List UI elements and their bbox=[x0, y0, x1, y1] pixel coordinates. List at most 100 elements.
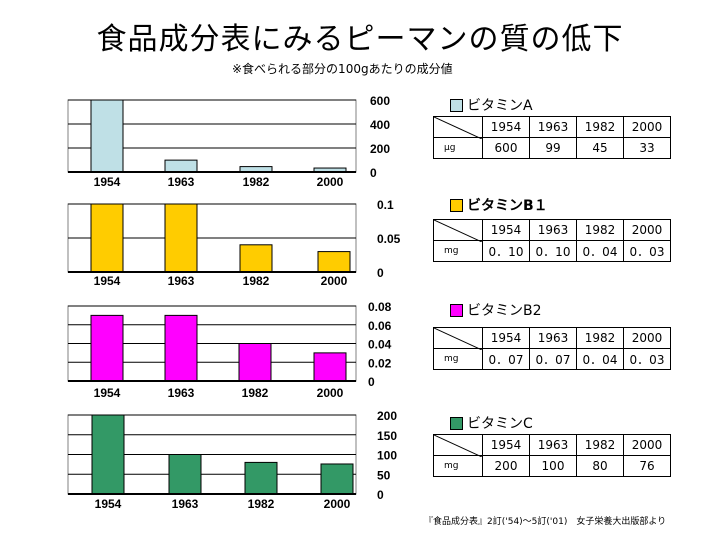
table-vitamin-a: 1954 1963 1982 2000 μg 600 99 45 33 bbox=[433, 116, 671, 159]
legend-label: ビタミンC bbox=[467, 416, 533, 432]
x-tick-label: 2000 bbox=[317, 175, 344, 189]
value-cell: 0．03 bbox=[623, 240, 671, 262]
header-year: 1963 bbox=[529, 327, 577, 349]
bar bbox=[313, 352, 347, 382]
legend-label: ビタミンB2 bbox=[467, 303, 542, 319]
table-corner bbox=[433, 116, 483, 139]
value-cell: 0．04 bbox=[576, 240, 624, 262]
header-year: 1963 bbox=[529, 116, 577, 138]
value-cell: 33 bbox=[623, 137, 671, 159]
legend-label: ビタミンB１ bbox=[467, 198, 548, 214]
bar bbox=[239, 244, 273, 273]
value-cell: 99 bbox=[529, 137, 577, 159]
bar bbox=[91, 414, 125, 495]
x-tick-label: 1954 bbox=[94, 175, 121, 189]
x-tick-label: 1963 bbox=[168, 386, 195, 400]
x-tick-label: 2000 bbox=[317, 386, 344, 400]
page-title: 食品成分表にみるピーマンの質の低下 bbox=[96, 22, 624, 57]
value-cell: 0．10 bbox=[529, 240, 577, 262]
header-year: 1982 bbox=[576, 434, 624, 456]
y-tick-label: 0.04 bbox=[368, 338, 392, 352]
legend-swatch bbox=[450, 416, 463, 430]
bar bbox=[317, 251, 351, 273]
y-tick-label: 0.1 bbox=[377, 198, 394, 212]
legend-vitamin-a: ビタミンA bbox=[450, 95, 533, 115]
value-cell: 100 bbox=[529, 455, 577, 477]
legend-vitamin-b2: ビタミンB2 bbox=[450, 300, 542, 320]
x-tick-label: 1963 bbox=[168, 274, 195, 288]
bar bbox=[164, 314, 198, 382]
table-corner bbox=[433, 327, 483, 350]
x-tick-label: 1954 bbox=[94, 386, 121, 400]
page-subtitle: ※食べられる部分の100gあたりの成分値 bbox=[232, 62, 453, 76]
legend-swatch bbox=[450, 198, 463, 212]
table-vitamin-c: 1954 1963 1982 2000 mg 200 100 80 76 bbox=[433, 434, 671, 477]
unit-label: mg bbox=[433, 348, 483, 370]
bar bbox=[164, 159, 198, 173]
y-tick-label: 0.06 bbox=[368, 319, 392, 333]
value-cell: 80 bbox=[576, 455, 624, 477]
legend-vitamin-c: ビタミンC bbox=[450, 413, 533, 433]
header-year: 1963 bbox=[529, 219, 577, 241]
unit-label: mg bbox=[433, 240, 483, 262]
header-year: 1954 bbox=[482, 219, 530, 241]
table-corner bbox=[433, 219, 483, 242]
value-cell: 76 bbox=[623, 455, 671, 477]
bar bbox=[168, 454, 202, 495]
y-tick-label: 0 bbox=[370, 166, 377, 180]
header-year: 1982 bbox=[576, 327, 624, 349]
value-cell: 0．03 bbox=[623, 348, 671, 370]
header-year: 1963 bbox=[529, 434, 577, 456]
legend-swatch bbox=[450, 303, 463, 317]
value-cell: 0．04 bbox=[576, 348, 624, 370]
x-tick-label: 1954 bbox=[94, 274, 121, 288]
y-tick-label: 200 bbox=[377, 409, 397, 423]
header-year: 1954 bbox=[482, 116, 530, 138]
x-tick-label: 1982 bbox=[248, 497, 275, 511]
header-year: 1954 bbox=[482, 327, 530, 349]
bar bbox=[320, 463, 354, 495]
table-vitamin-b2: 1954 1963 1982 2000 mg 0．07 0．07 0．04 0．… bbox=[433, 327, 671, 370]
header-year: 2000 bbox=[623, 327, 671, 349]
legend-swatch bbox=[450, 98, 463, 112]
bar bbox=[238, 343, 272, 382]
bar bbox=[90, 314, 124, 382]
y-tick-label: 200 bbox=[370, 142, 390, 156]
header-year: 1982 bbox=[576, 116, 624, 138]
header-year: 2000 bbox=[623, 434, 671, 456]
y-tick-label: 600 bbox=[370, 94, 390, 108]
y-tick-label: 50 bbox=[377, 468, 391, 482]
x-tick-label: 1982 bbox=[242, 386, 269, 400]
bar bbox=[90, 203, 124, 273]
y-tick-label: 0.05 bbox=[377, 232, 401, 246]
x-tick-label: 1963 bbox=[172, 497, 199, 511]
y-tick-label: 0 bbox=[368, 375, 375, 389]
table-vitamin-b1: 1954 1963 1982 2000 mg 0．10 0．10 0．04 0．… bbox=[433, 219, 671, 262]
unit-label: μg bbox=[433, 137, 483, 159]
y-tick-label: 0.08 bbox=[368, 300, 392, 314]
x-tick-label: 1954 bbox=[95, 497, 122, 511]
value-cell: 200 bbox=[482, 455, 530, 477]
source-citation: 『食品成分表』2訂('54)～5訂('01) 女子栄養大出版部より bbox=[424, 517, 667, 527]
bar bbox=[90, 99, 124, 173]
header-year: 2000 bbox=[623, 219, 671, 241]
x-tick-label: 2000 bbox=[324, 497, 351, 511]
x-tick-label: 1982 bbox=[243, 274, 270, 288]
header-year: 2000 bbox=[623, 116, 671, 138]
table-corner bbox=[433, 434, 483, 457]
y-tick-label: 0 bbox=[377, 488, 384, 502]
x-tick-label: 1963 bbox=[168, 175, 195, 189]
value-cell: 45 bbox=[576, 137, 624, 159]
legend-label: ビタミンA bbox=[467, 98, 533, 114]
y-tick-label: 150 bbox=[377, 429, 397, 443]
y-tick-label: 0.02 bbox=[368, 356, 392, 370]
value-cell: 600 bbox=[482, 137, 530, 159]
bar bbox=[244, 461, 278, 495]
header-year: 1954 bbox=[482, 434, 530, 456]
value-cell: 0．07 bbox=[529, 348, 577, 370]
y-tick-label: 100 bbox=[377, 449, 397, 463]
y-tick-label: 400 bbox=[370, 118, 390, 132]
x-tick-label: 2000 bbox=[321, 274, 348, 288]
header-year: 1982 bbox=[576, 219, 624, 241]
